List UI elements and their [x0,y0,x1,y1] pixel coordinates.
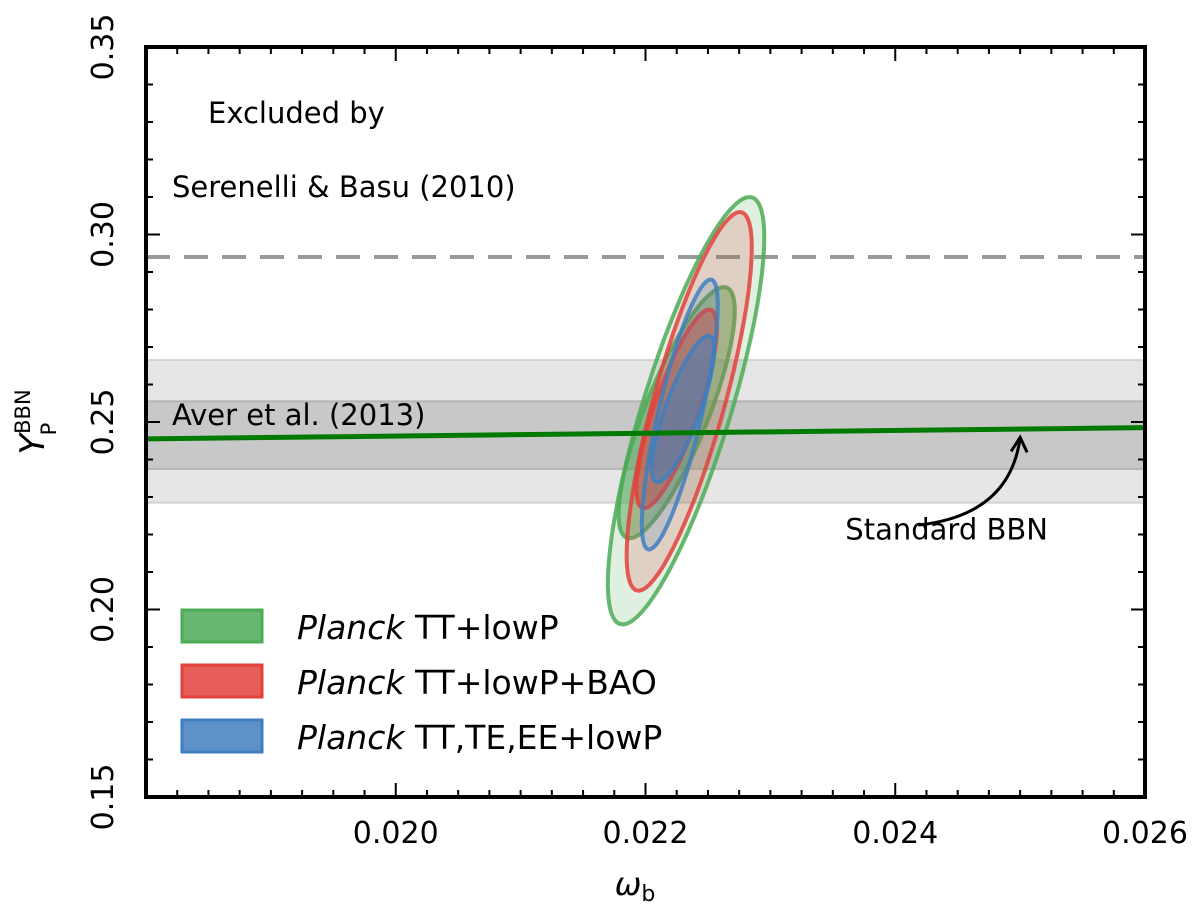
contour-3-68pct [649,333,717,485]
y-axis-title-symbol: Y [13,432,53,455]
standard-bbn-line [146,425,1145,442]
annotations: Excluded by Serenelli & Basu (2010) Aver e… [172,96,1048,547]
x-axis-title: ωb [615,865,656,907]
legend-label-2: Planck TT+lowP+BAO [297,663,657,702]
legend-swatch-3 [180,718,264,754]
y-tick-label: 0.25 [86,389,121,456]
axis-titles: ωb YBBNP [11,389,655,907]
x-tick-label: 0.020 [353,816,439,851]
axis-tick-labels: 0.020 0.022 0.024 0.026 0.15 0.20 0.25 0.30 0.35 [86,14,1188,851]
y-tick-label: 0.30 [86,201,121,268]
y-tick-label: 0.20 [86,576,121,643]
standard-bbn-arrowhead [1009,434,1029,454]
y-axis-title: YBBNP [11,389,61,454]
legend-label-italic: Planck [297,718,406,757]
standard-bbn-arrow [918,437,1022,527]
x-axis-title-subscript: b [641,882,655,907]
aver-band-label: Aver et al. (2013) [172,398,425,432]
legend-label-rest: TT+lowP [404,608,558,647]
y-tick-label: 0.15 [86,764,121,831]
legend-swatch-2 [180,663,264,699]
x-axis-title-symbol: ω [615,865,642,903]
legend-swatch-1 [180,608,264,644]
standard-bbn-label: Standard BBN [845,513,1048,547]
y-tick-label: 0.35 [86,14,121,81]
legend-label-3: Planck TT,TE,EE+lowP [297,718,662,757]
legend-label-italic: Planck [297,608,406,647]
y-axis-title-superscript: BBN [11,389,35,434]
y-axis-title-subscript: P [37,423,61,436]
x-tick-label: 0.026 [1102,816,1188,851]
serenelli-label-line1: Excluded by [208,96,385,130]
legend-label-1: Planck TT+lowP [297,608,559,647]
legend-label-rest: TT,TE,EE+lowP [404,718,662,757]
axis-ticks [146,46,1146,798]
x-tick-label: 0.022 [603,816,689,851]
plot-area [146,194,1145,627]
legend-label-italic: Planck [297,663,406,702]
serenelli-label-line2: Serenelli & Basu (2010) [172,170,516,204]
legend-label-rest: TT+lowP+BAO [404,663,656,702]
x-tick-label: 0.024 [852,816,938,851]
